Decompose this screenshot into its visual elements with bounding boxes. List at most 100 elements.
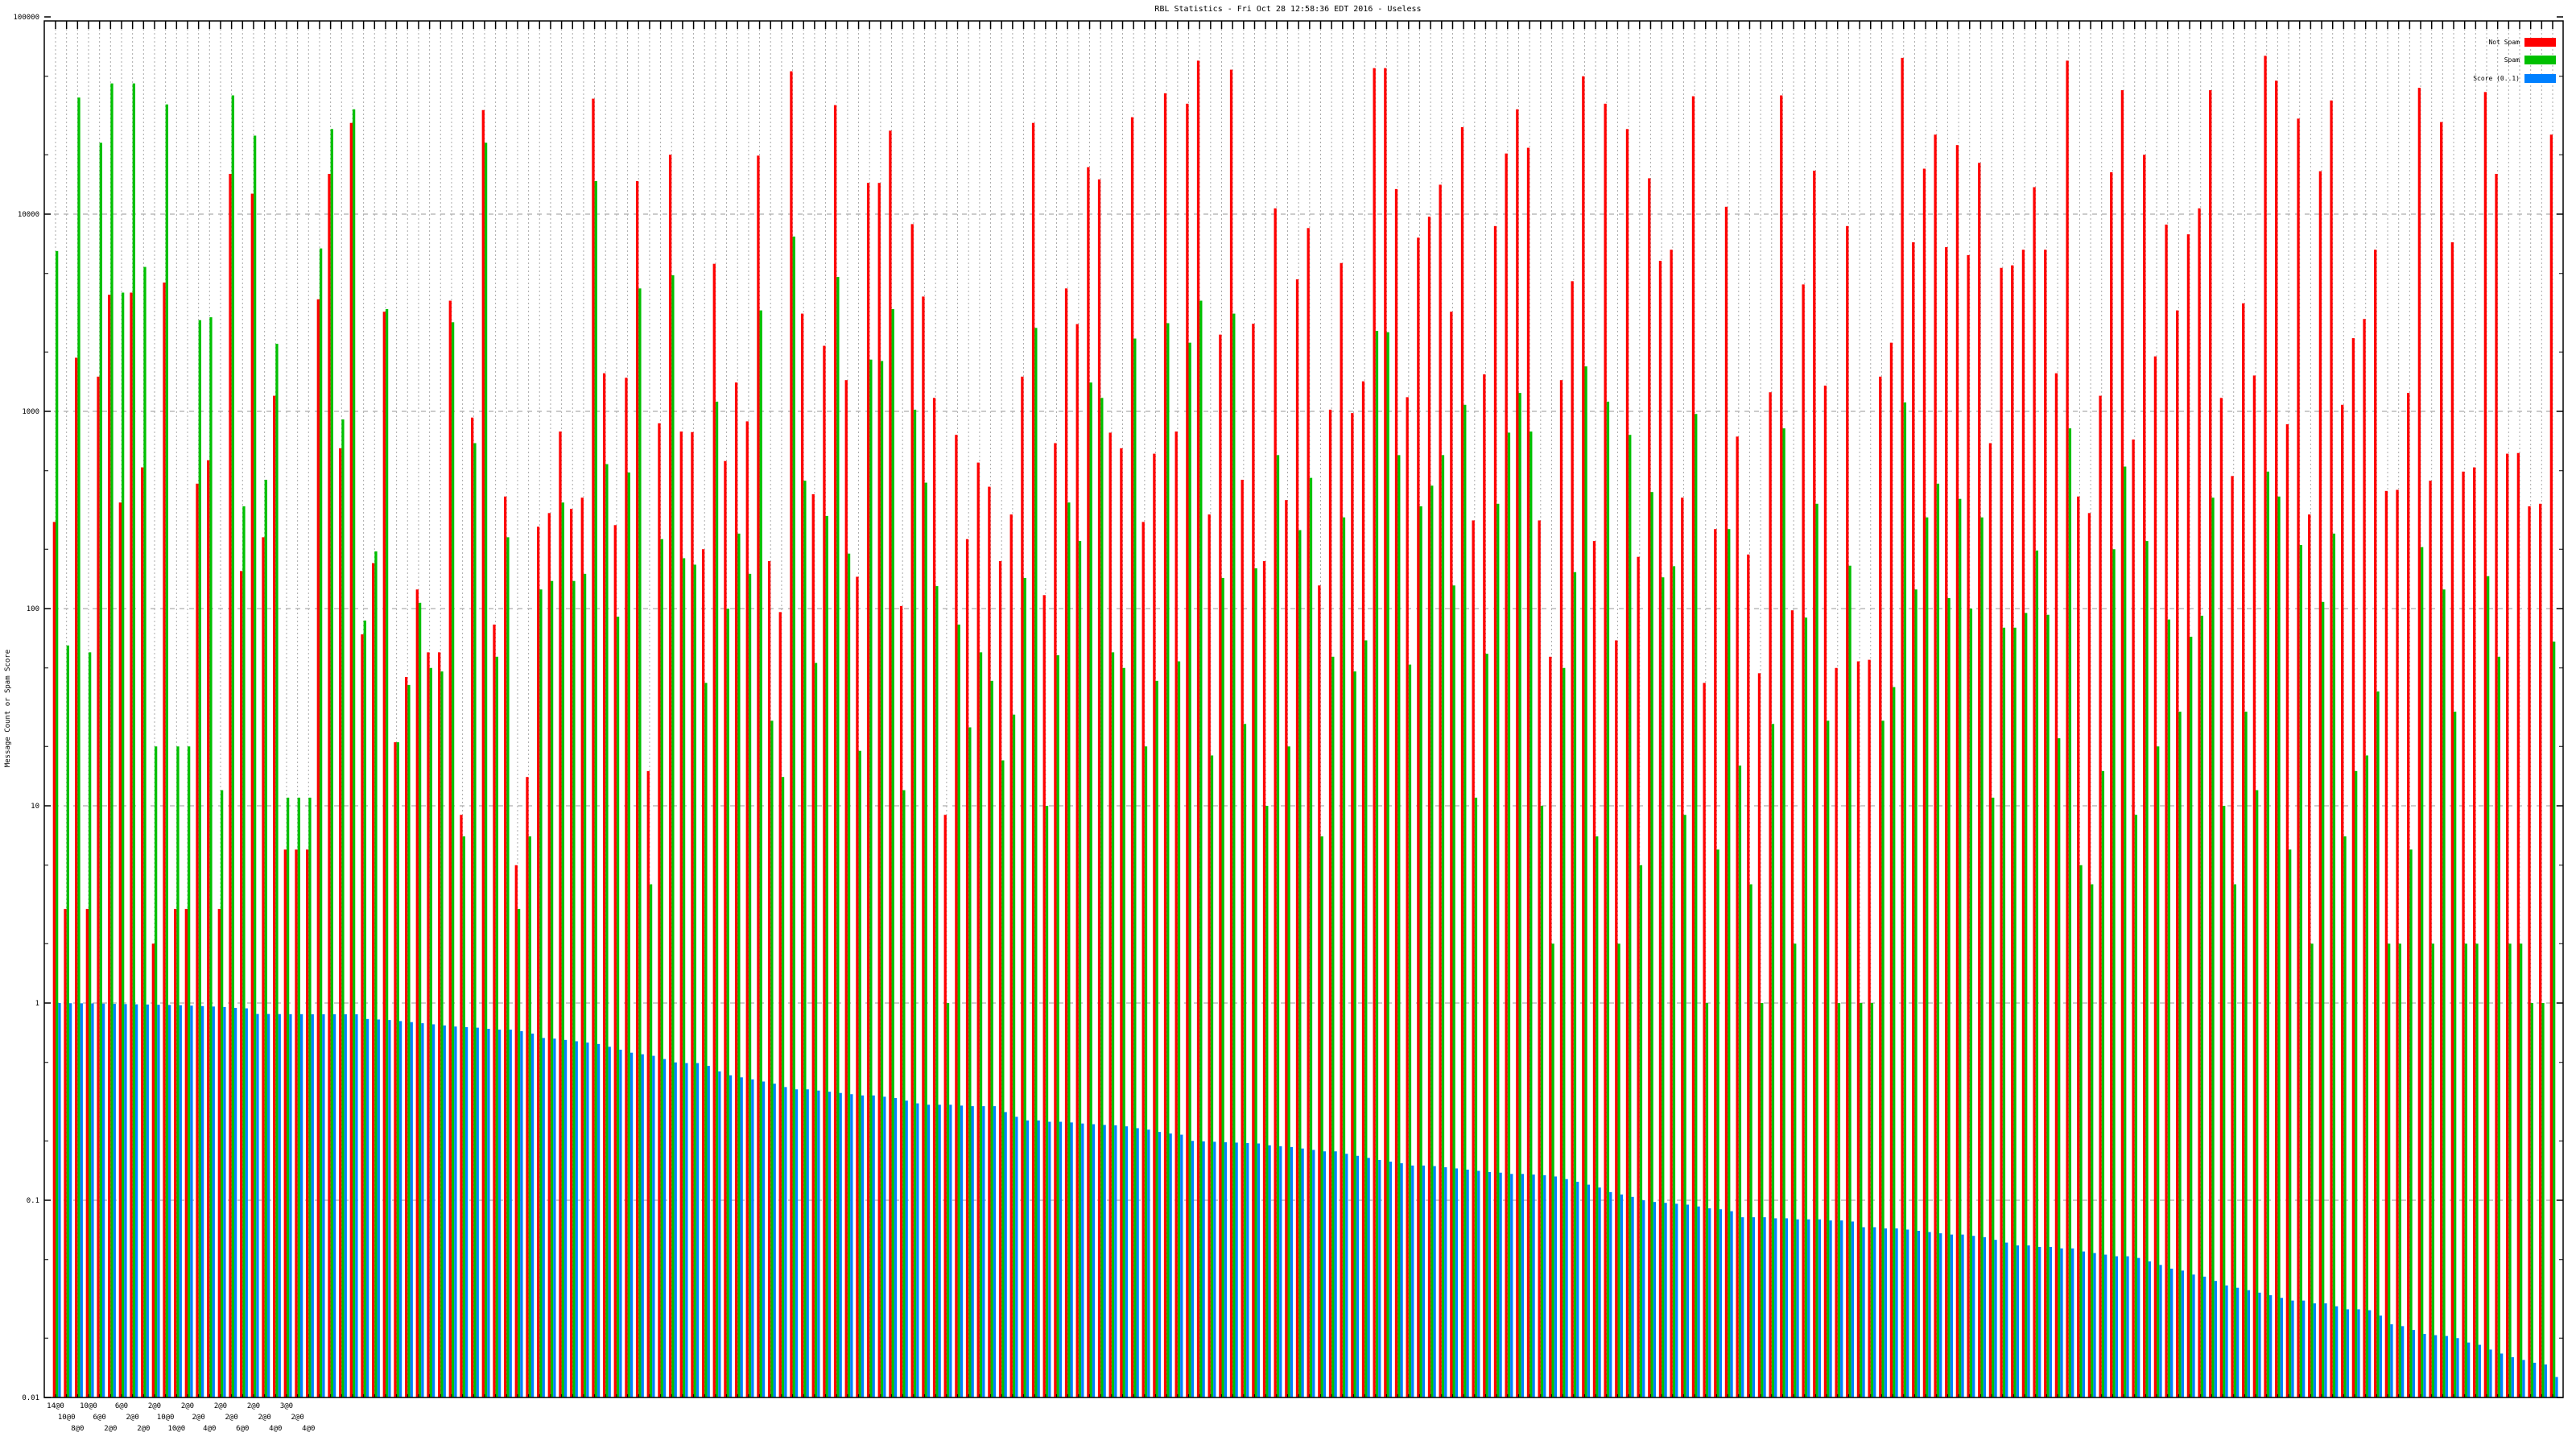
x-tick-label: 6@0 <box>93 1414 106 1422</box>
not-spam-bar <box>1978 163 1981 1398</box>
score-bar <box>2357 1309 2360 1397</box>
score-bar <box>2115 1256 2118 1397</box>
not-spam-bar <box>2495 173 2498 1397</box>
spam-bar <box>253 135 257 1398</box>
score-bar <box>1532 1174 1535 1397</box>
score-bar <box>200 1005 204 1397</box>
spam-bar <box>1012 714 1016 1397</box>
score-bar <box>1554 1176 1558 1397</box>
score-bar <box>223 1006 226 1397</box>
spam-bar <box>187 746 191 1397</box>
not-spam-bar <box>1988 443 1992 1398</box>
spam-bar <box>242 506 246 1397</box>
not-spam-bar <box>2549 134 2553 1397</box>
spam-bar <box>1540 806 1544 1397</box>
spam-bar <box>1738 765 1742 1397</box>
not-spam-bar <box>2176 310 2179 1397</box>
spam-bar <box>1563 667 1566 1397</box>
spam-bar <box>1375 330 1379 1397</box>
score-bar <box>179 1005 182 1397</box>
score-bar <box>344 1013 347 1397</box>
spam-bar <box>1045 806 1049 1397</box>
spam-bar <box>1573 572 1577 1397</box>
score-bar <box>2027 1245 2030 1397</box>
spam-bar <box>2487 576 2490 1397</box>
score-bar <box>861 1095 865 1397</box>
score-bar <box>1378 1159 1381 1397</box>
score-bar <box>1741 1217 1744 1397</box>
score-bar <box>1389 1162 1393 1397</box>
not-spam-bar <box>2539 503 2542 1398</box>
not-spam-bar <box>2132 439 2135 1397</box>
not-spam-bar <box>1097 179 1101 1397</box>
not-spam-bar <box>856 576 859 1397</box>
score-bar <box>1202 1141 1205 1397</box>
score-bar <box>2148 1261 2151 1397</box>
not-spam-bar <box>2011 265 2014 1398</box>
spam-bar <box>2431 943 2434 1397</box>
spam-bar <box>1001 760 1005 1397</box>
score-bar <box>2104 1254 2107 1397</box>
score-bar <box>1037 1120 1040 1397</box>
score-bar <box>2236 1287 2240 1397</box>
score-bar <box>1466 1169 1469 1397</box>
not-spam-bar <box>1361 381 1365 1398</box>
score-bar <box>2049 1246 2053 1397</box>
not-spam-bar <box>1031 122 1035 1397</box>
spam-bar <box>1530 431 1533 1398</box>
not-spam-bar <box>1394 188 1398 1397</box>
not-spam-bar <box>2000 267 2003 1397</box>
not-spam-bar <box>1483 374 1486 1398</box>
not-spam-bar <box>1328 409 1332 1397</box>
score-bar <box>2093 1253 2096 1397</box>
score-bar <box>575 1041 578 1397</box>
not-spam-bar <box>2066 60 2069 1398</box>
spam-bar <box>594 181 597 1398</box>
score-bar <box>751 1079 754 1397</box>
spam-bar <box>1100 398 1104 1398</box>
score-bar <box>696 1063 700 1397</box>
not-spam-bar <box>1087 167 1090 1397</box>
spam-bar <box>715 401 719 1397</box>
score-bar <box>1631 1196 1634 1397</box>
score-bar <box>2038 1246 2041 1397</box>
spam-bar <box>2079 865 2083 1397</box>
not-spam-bar <box>877 183 881 1398</box>
score-bar <box>949 1104 952 1397</box>
score-bar <box>431 1024 436 1397</box>
not-spam-bar <box>1912 242 1915 1397</box>
score-bar <box>1818 1219 1822 1397</box>
spam-bar <box>935 586 939 1397</box>
spam-bar <box>2497 656 2500 1397</box>
spam-bar <box>209 317 213 1398</box>
score-bar <box>1125 1126 1129 1397</box>
not-spam-bar <box>1879 376 1882 1397</box>
spam-bar <box>1441 455 1445 1397</box>
score-bar <box>509 1030 512 1397</box>
spam-bar <box>792 236 795 1397</box>
not-spam-bar <box>1307 228 1310 1397</box>
spam-bar <box>2112 549 2116 1397</box>
spam-bar <box>616 617 620 1397</box>
score-bar <box>1917 1230 1921 1397</box>
x-tick-label: 8@0 <box>71 1425 84 1433</box>
spam-bar <box>1111 652 1115 1397</box>
spam-bar <box>891 308 894 1397</box>
x-tick-label: 4@0 <box>302 1425 315 1433</box>
spam-bar <box>2190 636 2193 1397</box>
not-spam-bar <box>1208 514 1211 1398</box>
score-bar <box>1653 1202 1657 1397</box>
spam-bar <box>748 573 752 1397</box>
score-bar <box>2203 1276 2207 1397</box>
score-bar <box>1323 1151 1327 1397</box>
not-spam-bar <box>2341 404 2344 1398</box>
not-spam-bar <box>635 181 639 1398</box>
legend-label: Not Spam <box>2488 39 2520 46</box>
not-spam-bar <box>1691 96 1695 1397</box>
score-bar <box>663 1059 667 1397</box>
score-bar <box>1191 1141 1195 1397</box>
not-spam-bar <box>536 526 540 1397</box>
spam-bar <box>1947 597 1951 1397</box>
spam-bar <box>132 83 135 1398</box>
score-bar <box>2005 1242 2008 1397</box>
